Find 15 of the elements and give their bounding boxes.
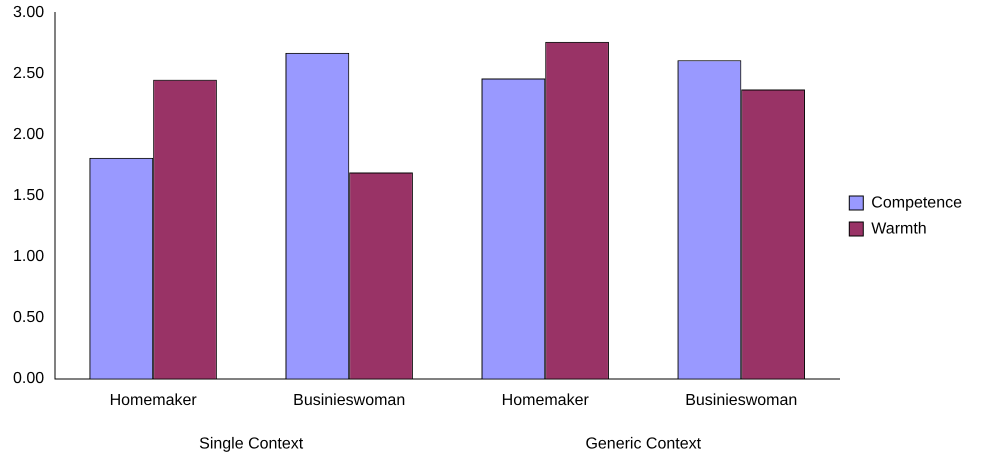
y-tick-label: 0.50 — [13, 309, 44, 326]
y-tick-label: 2.50 — [13, 65, 44, 82]
text: Single Context — [199, 435, 304, 452]
legend-label: Competence — [871, 194, 962, 212]
y-tick-label: 2.00 — [13, 126, 44, 144]
x-tick-label: Businieswoman — [293, 392, 406, 409]
legend-label: Warmth — [871, 220, 927, 238]
text: Generic Context — [585, 435, 702, 452]
x-tick-label: Homemaker — [110, 392, 198, 409]
y-tick-label: 1.00 — [13, 248, 44, 266]
y-tick-label: 0.00 — [13, 370, 44, 388]
x-tick-label: Businieswoman — [685, 392, 798, 409]
y-tick-label: 1.50 — [13, 187, 44, 204]
x-tick-label: Homemaker — [502, 392, 590, 409]
y-tick-label: 3.00 — [13, 4, 44, 22]
